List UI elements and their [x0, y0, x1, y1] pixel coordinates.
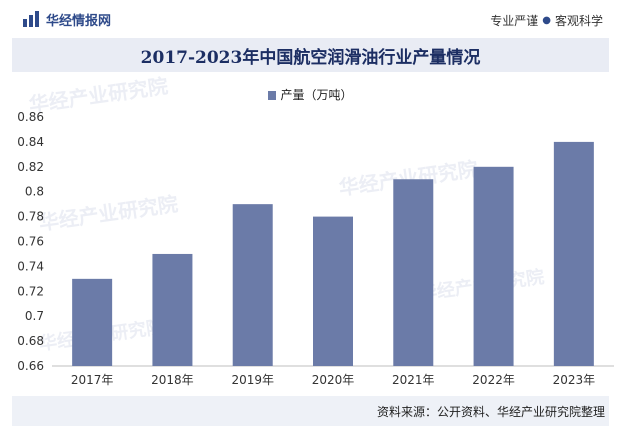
source-note: 资料来源：公开资料、华经产业研究院整理: [376, 405, 605, 419]
x-tick-label: 2020年: [312, 373, 355, 387]
chart-title: 2017-2023年中国航空润滑油行业产量情况: [12, 38, 609, 72]
y-tick-label: 0.76: [17, 235, 44, 249]
y-tick-label: 0.8: [25, 185, 44, 199]
legend-label: 产量（万吨）: [280, 88, 353, 102]
bars: [72, 141, 594, 366]
bar: [152, 253, 193, 366]
bar: [553, 141, 594, 366]
watermark-text: 华经产业研究院: [27, 74, 169, 117]
legend: 产量（万吨）: [0, 86, 621, 103]
tagline-right: 客观科学: [554, 14, 603, 28]
y-tick-label: 0.72: [17, 284, 44, 298]
bar: [313, 216, 353, 366]
x-tick-label: 2018年: [151, 373, 194, 387]
x-tick-label: 2019年: [231, 373, 274, 387]
brand-logo-icon: [23, 11, 39, 27]
brand-name: 华经情报网: [46, 13, 112, 29]
x-tick-label: 2021年: [392, 373, 435, 387]
y-tick-label: 0.68: [17, 334, 44, 348]
y-tick-label: 0.78: [17, 210, 44, 224]
footer-band: [12, 396, 609, 426]
bullet-icon: ●: [542, 15, 551, 26]
brand: 华经情报网: [22, 10, 112, 29]
y-tick-label: 0.66: [17, 359, 44, 373]
bar-chart: 华经产业研究院华经产业研究院华经产业研究院华经产业研究院华经产业研究院 0.66…: [17, 74, 614, 387]
watermark-text: 华经产业研究院: [37, 192, 179, 235]
x-tick-label: 2017年: [71, 373, 114, 387]
y-tick-label: 0.7: [25, 309, 44, 323]
bar: [473, 166, 514, 366]
top-bar: 华经情报网 专业严谨 ● 客观科学: [0, 0, 621, 36]
labels: 2017年 2018年 2019年 2020年 2021年 2022年 2023年: [71, 373, 595, 387]
axes: 0.66 0.68 0.7 0.72 0.74 0.76 0.78 0.8 0.82 0.84 0.…: [17, 110, 614, 373]
y-tick-label: 0.74: [17, 259, 44, 273]
x-tick-label: 2022年: [472, 373, 515, 387]
bar: [393, 179, 434, 366]
y-tick-label: 0.84: [17, 135, 44, 149]
tagline-left: 专业严谨: [490, 14, 539, 28]
y-tick-label: 0.82: [17, 160, 44, 174]
y-tick-label: 0.86: [17, 110, 44, 124]
bar: [72, 278, 113, 366]
tagline: 专业严谨 ● 客观科学: [490, 12, 603, 29]
bar: [232, 204, 273, 366]
x-tick-label: 2023年: [553, 373, 596, 387]
legend-swatch: [268, 91, 277, 100]
